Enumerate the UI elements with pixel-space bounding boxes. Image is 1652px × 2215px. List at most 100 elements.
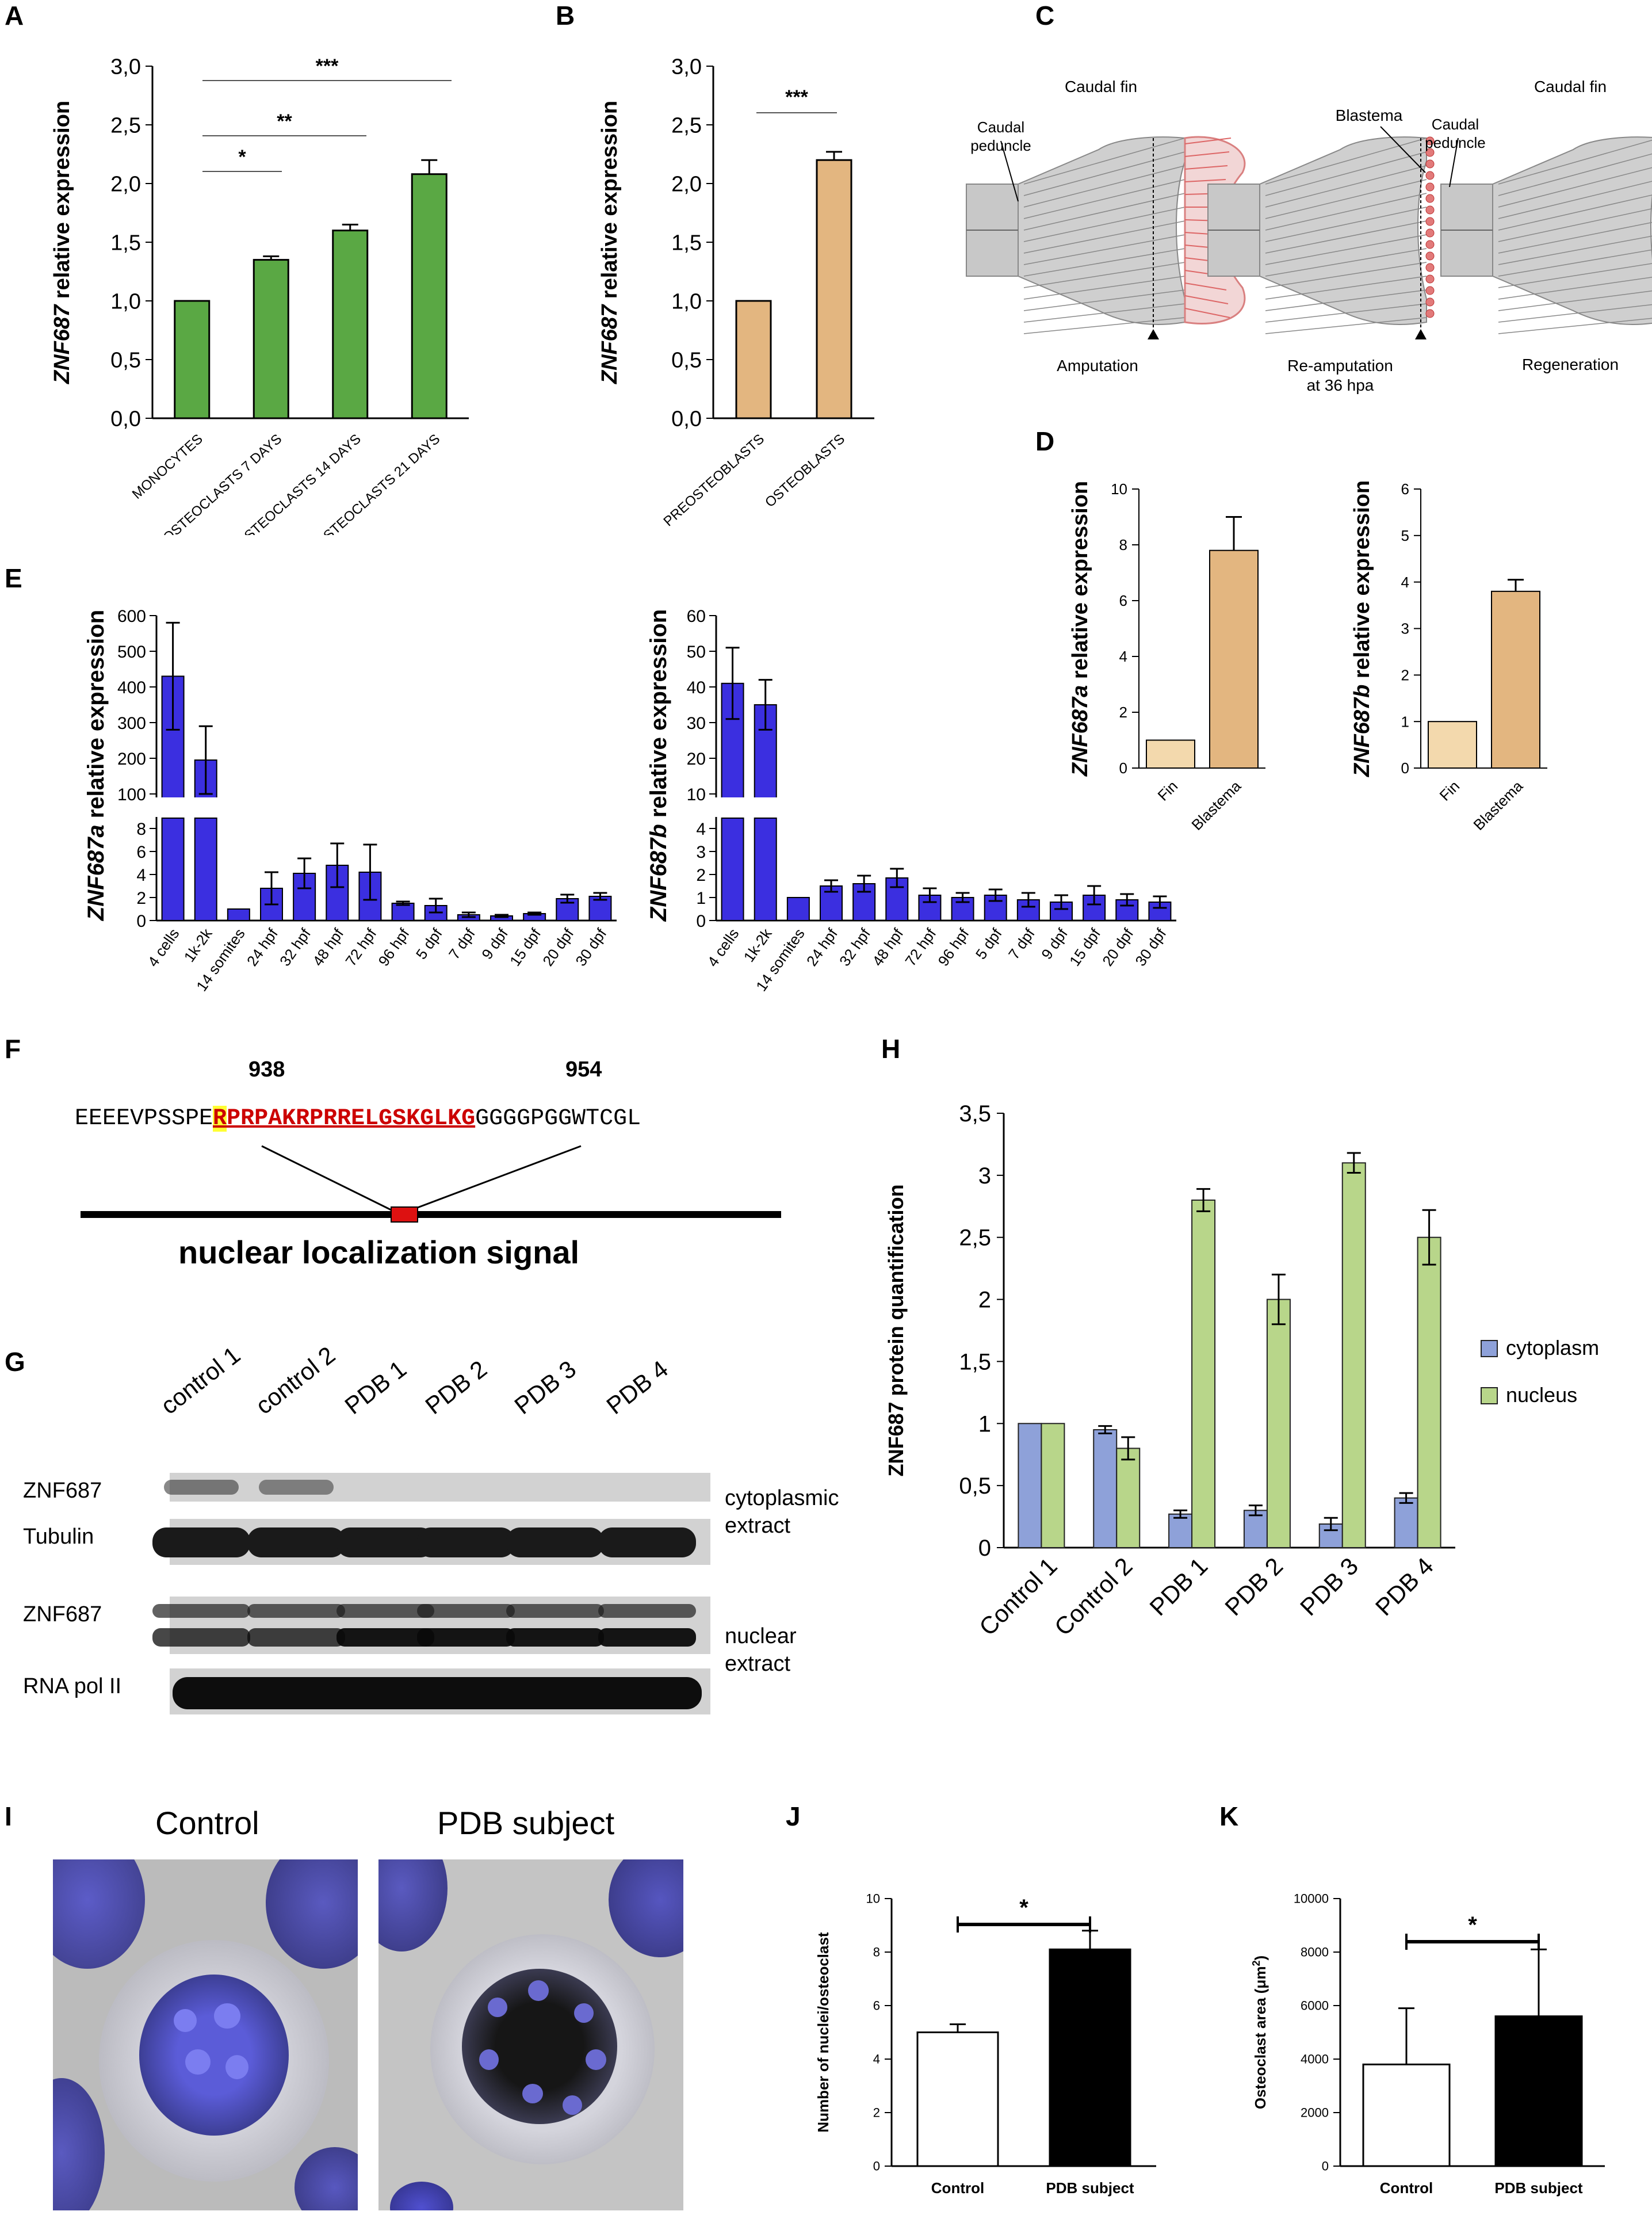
x-tick-label: Fin (1436, 777, 1463, 804)
y-tick-label: 200 (117, 750, 146, 769)
fin-ray (1023, 179, 1186, 219)
x-tick-label: Control (1380, 2179, 1433, 2197)
x-tick-label: 72 hpf (901, 925, 939, 969)
y-tick-label: 6 (873, 1999, 880, 2013)
y-tick-label: 8000 (1301, 1945, 1329, 1960)
y-tick-label: 2 (873, 2106, 880, 2120)
blot-row-label: ZNF687 (23, 1602, 102, 1626)
blastema-cell (1425, 171, 1435, 180)
y-tick-label: 4 (696, 820, 706, 839)
y-tick-label: 4 (136, 866, 146, 885)
y-tick-label: 8 (136, 820, 146, 839)
fin-ray (1265, 234, 1427, 265)
significance-mark: *** (785, 86, 808, 108)
y-axis-label: ZNF687b relative expression (1350, 480, 1374, 777)
reamputation-label: Re-amputation at 36 hpa (1287, 357, 1393, 394)
chart-b: 0,0 0,5 1,0 1,5 2,0 2,5 3,0 PREOSTEOBLASTSOSTEO… (598, 55, 874, 529)
y-tick-label: 400 (117, 678, 146, 697)
y-tick-label: 1,0 (110, 289, 141, 314)
bar (391, 903, 415, 921)
band-znf687-cyto (259, 1480, 334, 1495)
y-tick-label: 20 (687, 750, 706, 769)
fin-ray (1023, 303, 1186, 323)
blastema-cell (1425, 297, 1435, 307)
lepidotrichia (1184, 165, 1228, 170)
nls-marker (391, 1206, 418, 1223)
band-znf687-nuc-upper (417, 1604, 515, 1618)
x-tick-label: Control 1 (974, 1552, 1062, 1641)
x-tick-label: PDB 2 (1219, 1552, 1288, 1621)
bar-lower (194, 818, 217, 921)
y-tick-label: 0 (873, 2159, 880, 2174)
nls-caption: nuclear localization signal (178, 1234, 580, 1270)
bar (1209, 549, 1259, 769)
lepidotrichia (1184, 138, 1232, 144)
bar (1049, 1948, 1131, 2167)
bar (916, 2031, 999, 2167)
fin-ray (1023, 220, 1186, 254)
label-rest: relative expression (646, 609, 671, 824)
y-tick-label: 4 (873, 2052, 880, 2067)
y-tick-label: 10 (1111, 480, 1127, 498)
x-tick-label: 96 hpf (934, 925, 972, 969)
fin-ray (1265, 289, 1427, 311)
y-axis-label: Number of nuclei/osteoclast (814, 1932, 832, 2133)
y-tick-label: 1,5 (110, 231, 141, 255)
amputation-label: Amputation (1057, 357, 1138, 375)
x-tick-label: PDB 3 (1295, 1552, 1363, 1621)
gene-name: ZNF687a (1068, 685, 1092, 777)
x-tick-label: 9 dpf (1038, 925, 1071, 963)
y-tick-label: 30 (687, 714, 706, 733)
lepidotrichia (1184, 295, 1229, 304)
y-tick-label: 0 (136, 912, 146, 931)
legend-swatch-nucleus (1481, 1387, 1498, 1404)
bar (1050, 902, 1073, 921)
micrograph-control (53, 1859, 358, 2210)
x-tick-label: OSTEOBLASTS (762, 431, 848, 510)
y-tick-label: 0,0 (110, 407, 141, 431)
bar (1146, 739, 1195, 769)
y-tick-label: 6 (1401, 480, 1409, 498)
y-axis-label: ZNF687 relative expression (598, 101, 622, 384)
bar-cytoplasm (1018, 1423, 1042, 1548)
extract-label-nuc: nuclear extract (725, 1624, 797, 1676)
y-tick-label: 1 (978, 1411, 991, 1437)
label-rest: relative expression (1350, 480, 1374, 685)
x-tick-label: 96 hpf (374, 925, 412, 969)
bar (253, 259, 289, 419)
bar (816, 159, 852, 419)
x-tick-label: 5 dpf (412, 925, 446, 963)
bar-nucleus (1341, 1162, 1366, 1549)
blastema-cell (1425, 274, 1435, 284)
chart-j: 0 2 4 6 8 10 Control PDB subject Number of nucle… (814, 1892, 1156, 2197)
label-close: ) (1252, 1956, 1269, 1961)
blastema-cell (1425, 182, 1435, 192)
blastema-cell (1425, 159, 1435, 169)
x-tick-label: PREOSTEOBLASTS (660, 431, 767, 529)
y-tick-label: 2 (1401, 666, 1409, 683)
fin-ray (1023, 262, 1186, 288)
y-tick-label: 4 (1119, 648, 1127, 665)
panel-letter-c: C (1035, 1, 1055, 30)
band-tubulin (152, 1527, 250, 1557)
bar (227, 908, 250, 921)
legend-label-nucleus: nucleus (1506, 1383, 1577, 1407)
blot-row-label: Tubulin (23, 1525, 94, 1549)
x-tick-label: Blastema (1470, 777, 1526, 834)
bar (735, 300, 772, 419)
band-tubulin (247, 1527, 345, 1557)
x-tick-label: 24 hpf (243, 925, 281, 969)
significance-mark: * (1468, 1912, 1477, 1938)
fin-ray (1498, 277, 1652, 300)
x-tick-label: 72 hpf (342, 925, 380, 969)
band-tubulin (506, 1527, 604, 1557)
y-tick-label: 60 (687, 607, 706, 626)
bar-nucleus (1191, 1200, 1216, 1548)
y-tick-label: 300 (117, 714, 146, 733)
lepidotrichia (1184, 179, 1226, 182)
y-tick-label: 3,5 (959, 1101, 991, 1126)
y-tick-label: 500 (117, 643, 146, 662)
band-znf687-nuc-lower (506, 1628, 604, 1647)
